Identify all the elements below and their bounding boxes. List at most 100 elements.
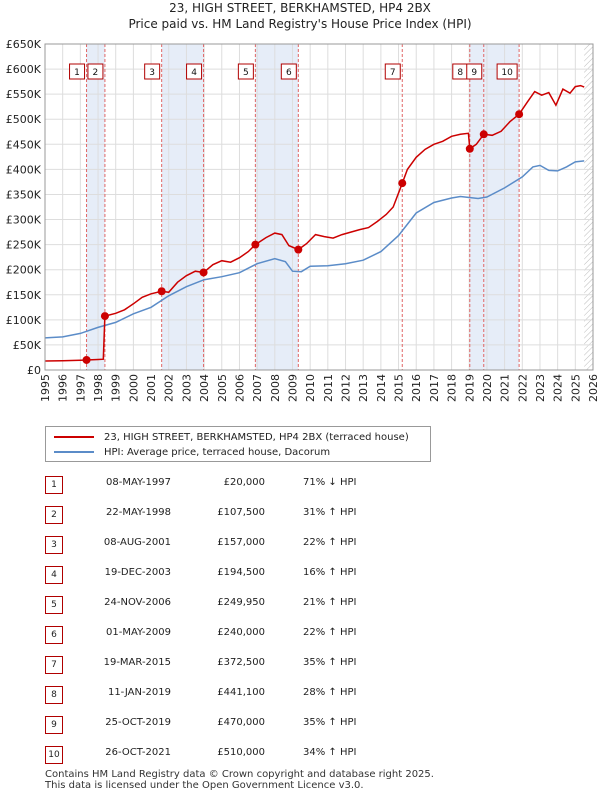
transaction-label-box [186,63,203,80]
x-tick-label: 2023 [534,374,547,402]
x-tick-label: 2018 [446,374,459,402]
y-tick-label: £100K [6,314,42,327]
x-tick-label: 2012 [340,374,353,402]
x-tick-label: 2025 [569,374,582,402]
transaction-label-box [384,63,401,80]
x-tick-label: 2002 [163,374,176,402]
y-tick-label: £650K [6,38,42,51]
future-hatch-region [584,44,593,370]
plot-frame [44,43,594,371]
ownership-period-shade [469,44,484,370]
transaction-date: 08-MAY-1997 [105,477,171,488]
x-tick-label: 1995 [39,374,52,402]
x-tick-label: 2003 [180,374,193,402]
transaction-label-box [87,63,104,80]
transaction-number: 6 [45,626,63,644]
transaction-price: £240,000 [217,627,265,638]
x-tick-label: 2017 [428,374,441,402]
y-tick-label: £0 [27,364,41,377]
transaction-point [465,144,474,153]
transaction-label: 7 [390,68,396,78]
x-tick-label: 2010 [304,374,317,402]
y-tick-label: £550K [6,88,42,101]
transaction-hpi-diff: 71% ↓ HPI [303,477,357,488]
transaction-number: 5 [45,596,63,614]
transaction-price: £441,100 [217,687,265,698]
x-tick-label: 2009 [286,374,299,402]
y-tick-label: £350K [6,188,42,201]
transaction-hpi-diff: 21% ↑ HPI [303,597,357,608]
ownership-period-shade [483,44,520,370]
x-tick-label: 2020 [481,374,494,402]
transaction-date: 01-MAY-2009 [105,627,171,638]
transaction-price: £249,950 [217,597,265,608]
transaction-number: 7 [45,656,63,674]
hpi-line [44,160,585,339]
table-row: 8 11-JAN-2019 £441,100 28% ↑ HPI [45,682,385,712]
transaction-date: 22-MAY-1998 [105,507,171,518]
x-tick-label: 2004 [198,374,211,402]
transaction-date: 11-JAN-2019 [107,687,171,698]
transaction-label: 1 [74,68,80,78]
x-tick-label: 2000 [127,374,140,402]
ownership-period-shade [255,44,299,370]
y-tick-label: £250K [6,239,42,252]
transaction-label: 2 [93,68,99,78]
x-tick-label: 1998 [92,374,105,402]
ownership-period-shade [86,44,105,370]
x-tick-label: 2006 [233,374,246,402]
y-tick-label: £300K [6,214,42,227]
transaction-hpi-diff: 16% ↑ HPI [303,567,357,578]
table-row: 5 24-NOV-2006 £249,950 21% ↑ HPI [45,592,385,622]
x-tick-label: 1997 [74,374,87,402]
transaction-hpi-diff: 34% ↑ HPI [303,747,357,758]
x-tick-label: 2022 [516,374,529,402]
transaction-price: £194,500 [217,567,265,578]
transaction-point [515,110,524,119]
x-tick-label: 1996 [57,374,70,402]
transaction-point [251,240,260,249]
legend: 23, HIGH STREET, BERKHAMSTED, HP4 2BX (t… [45,426,431,462]
legend-item-property: 23, HIGH STREET, BERKHAMSTED, HP4 2BX (t… [54,430,409,444]
transaction-point [157,287,166,296]
table-row: 2 22-MAY-1998 £107,500 31% ↑ HPI [45,502,385,532]
transaction-label: 8 [457,68,463,78]
y-tick-label: £600K [6,63,42,76]
transaction-label: 3 [149,68,155,78]
transaction-date: 25-OCT-2019 [105,717,171,728]
table-row: 6 01-MAY-2009 £240,000 22% ↑ HPI [45,622,385,652]
footer-line-copyright: Contains HM Land Registry data © Crown c… [45,769,434,780]
transaction-number: 4 [45,566,63,584]
y-tick-label: £50K [13,339,42,352]
transaction-hpi-diff: 31% ↑ HPI [303,507,357,518]
transaction-date: 19-DEC-2003 [104,567,171,578]
transaction-date: 19-MAR-2015 [103,657,171,668]
table-row: 7 19-MAR-2015 £372,500 35% ↑ HPI [45,652,385,682]
transaction-hpi-diff: 28% ↑ HPI [303,687,357,698]
transaction-date: 24-NOV-2006 [104,597,171,608]
y-tick-label: £150K [6,289,42,302]
transaction-label-box [237,63,254,80]
transaction-price: £157,000 [217,537,265,548]
x-tick-label: 2014 [375,374,388,402]
property-price-line [44,84,585,362]
transaction-label-box [466,63,483,80]
transaction-number: 3 [45,536,63,554]
transaction-label: 9 [471,68,477,78]
transaction-point [479,130,488,139]
transaction-label: 4 [191,68,197,78]
x-tick-label: 2013 [357,374,370,402]
legend-label-hpi: HPI: Average price, terraced house, Daco… [104,446,331,458]
table-row: 3 08-AUG-2001 £157,000 22% ↑ HPI [45,532,385,562]
table-row: 10 26-OCT-2021 £510,000 34% ↑ HPI [45,742,385,772]
transaction-hpi-diff: 35% ↑ HPI [303,717,357,728]
ownership-period-shade [161,44,204,370]
transaction-point [100,312,109,321]
x-tick-label: 2019 [463,374,476,402]
transaction-price: £20,000 [223,477,265,488]
transaction-price: £470,000 [217,717,265,728]
transaction-point [199,268,208,277]
transaction-number: 8 [45,686,63,704]
footer-line-licence: This data is licensed under the Open Gov… [45,780,364,791]
price-chart: 23, HIGH STREET, BERKHAMSTED, HP4 2BX Pr… [6,1,600,402]
